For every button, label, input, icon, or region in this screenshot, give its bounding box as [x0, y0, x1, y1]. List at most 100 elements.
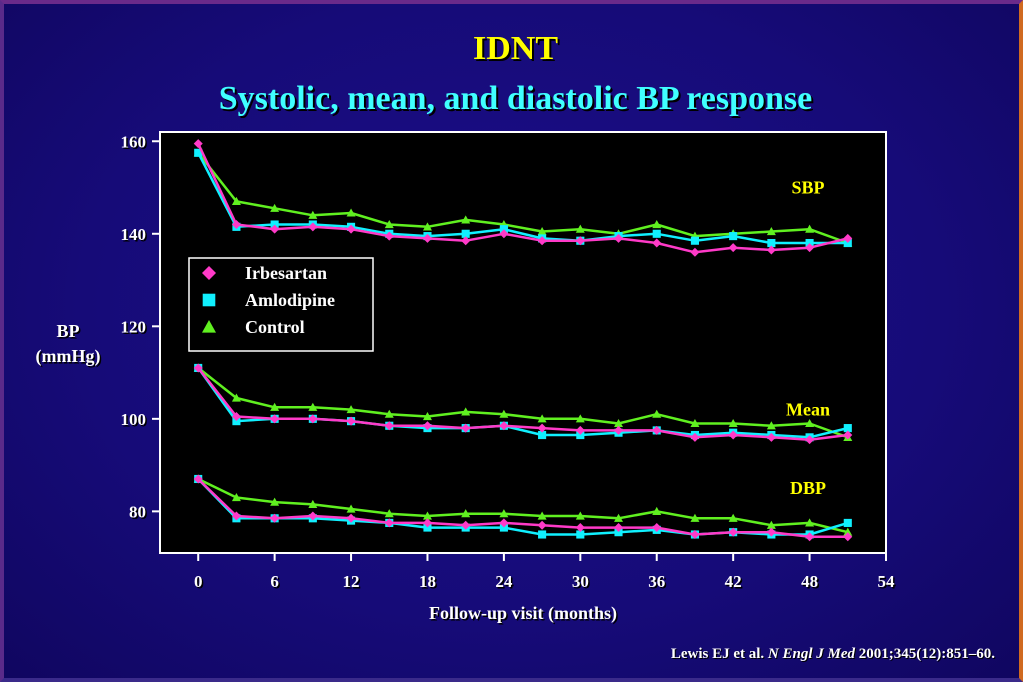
data-point-sbp-amlodipine: [652, 229, 661, 238]
y-tick-label-text: 140: [121, 225, 147, 244]
data-point-mean-control: [499, 409, 509, 418]
x-tick-label-shadow: 54: [879, 574, 897, 593]
citation-reference: 2001;345(12):851–60.: [858, 646, 995, 662]
data-point-dbp-irbesartan: [422, 518, 432, 528]
y-axis-title-line2-text: (mmHg): [36, 346, 101, 367]
x-tick-label-text: 0: [194, 572, 203, 591]
data-point-mean-irbesartan: [614, 425, 624, 435]
data-point-mean-irbesartan: [805, 435, 815, 445]
x-axis-title: Follow-up visit (months)Follow-up visit …: [429, 603, 619, 626]
data-point-dbp-irbesartan: [384, 518, 394, 528]
y-axis-title-line1-text: BP: [56, 321, 79, 341]
data-point-dbp-irbesartan: [270, 513, 280, 523]
data-point-dbp-irbesartan: [193, 474, 203, 484]
data-point-sbp-control: [461, 215, 471, 224]
x-tick-label-text: 30: [572, 572, 589, 591]
data-point-sbp-control: [537, 226, 547, 236]
legend-item-amlodipine: Amlodipine: [202, 290, 335, 310]
data-point-sbp-control: [270, 203, 280, 212]
data-point-mean-irbesartan: [422, 421, 432, 431]
data-point-dbp-control: [308, 499, 318, 509]
data-point-sbp-amlodipine: [270, 220, 279, 229]
y-tick-label-shadow: 140: [122, 226, 148, 245]
data-point-sbp-irbesartan: [193, 139, 203, 149]
data-point-dbp-control: [270, 497, 280, 506]
series-line-sbp-amlodipine: [197, 152, 848, 245]
data-point-dbp-irbesartan: [652, 523, 662, 533]
x-tick-label: 00: [194, 572, 204, 593]
legend: Irbesartan Amlodipine Control: [188, 257, 374, 352]
data-point-dbp-control: [805, 518, 815, 527]
data-point-sbp-irbesartan: [270, 224, 280, 234]
legend-item-irbesartan: Irbesartan: [202, 263, 327, 283]
data-point-mean-control: [461, 407, 471, 416]
data-point-mean-irbesartan: [270, 414, 280, 424]
legend-marker-control: [202, 320, 216, 333]
data-point-mean-control: [346, 405, 356, 414]
data-point-sbp-amlodipine: [499, 225, 508, 234]
x-tick-label-text: 48: [801, 572, 818, 591]
series-line-dbp-irbesartan: [197, 478, 848, 539]
y-tick-label-text: 120: [121, 317, 147, 336]
data-point-mean-control: [614, 418, 624, 428]
x-tick-label-shadow: 6: [272, 574, 281, 593]
legend-item-control: Control: [202, 317, 305, 337]
group-label-mean: Mean: [786, 400, 830, 420]
slide-subtitle: Systolic, mean, and diastolic BP respons…: [218, 80, 813, 117]
legend-box: [188, 257, 374, 352]
data-point-mean-irbesartan: [384, 421, 394, 431]
data-point-sbp-irbesartan: [728, 243, 738, 253]
data-point-sbp-amlodipine: [843, 238, 852, 248]
data-point-dbp-amlodipine: [576, 530, 585, 539]
x-axis-title-shadow: Follow-up visit (months): [430, 605, 618, 626]
data-point-mean-irbesartan: [537, 423, 547, 433]
data-point-mean-control: [690, 418, 700, 428]
x-tick-label-text: 42: [725, 572, 742, 591]
data-point-sbp-control: [308, 210, 318, 219]
x-tick-label-shadow: 42: [726, 574, 743, 593]
y-tick-label-shadow: 80: [131, 504, 148, 523]
data-point-mean-control: [766, 421, 776, 430]
data-point-dbp-control: [422, 511, 432, 520]
x-tick-label-shadow: 24: [497, 574, 515, 593]
data-point-mean-irbesartan: [231, 412, 241, 422]
y-tick-label-shadow: 120: [122, 319, 148, 338]
data-point-mean-control: [231, 393, 241, 402]
data-point-sbp-amlodipine: [767, 238, 776, 248]
data-point-dbp-control: [614, 513, 624, 522]
data-point-dbp-control: [690, 513, 700, 522]
data-point-dbp-irbesartan: [461, 520, 471, 530]
data-point-dbp-control: [728, 513, 738, 522]
data-point-dbp-amlodipine: [843, 518, 852, 527]
data-point-dbp-amlodipine: [614, 528, 623, 537]
data-point-dbp-amlodipine: [423, 523, 432, 532]
data-point-mean-irbesartan: [690, 432, 700, 442]
data-point-sbp-control: [231, 196, 241, 205]
data-point-sbp-irbesartan: [499, 229, 509, 239]
series-layer: [193, 139, 853, 542]
data-point-sbp-amlodipine: [461, 229, 470, 238]
data-point-mean-irbesartan: [843, 430, 853, 440]
data-point-dbp-control: [766, 520, 776, 529]
data-point-dbp-control: [652, 506, 662, 515]
data-point-dbp-irbesartan: [690, 529, 700, 539]
x-tick-label-text: 36: [648, 572, 665, 591]
data-point-sbp-irbesartan: [690, 247, 700, 257]
data-point-sbp-control: [422, 222, 432, 231]
series-dbp-irbesartan: [193, 474, 853, 542]
data-point-dbp-irbesartan: [537, 520, 547, 530]
legend-marker-irbesartan: [202, 266, 216, 280]
data-point-dbp-irbesartan: [728, 527, 738, 537]
x-tick-label-shadow: 48: [803, 574, 820, 593]
data-point-dbp-irbesartan: [575, 523, 585, 533]
data-point-sbp-control: [384, 220, 394, 229]
data-point-dbp-amlodipine: [538, 530, 547, 539]
data-point-mean-control: [652, 409, 662, 418]
data-point-dbp-irbesartan: [614, 523, 624, 533]
data-point-mean-irbesartan: [346, 416, 356, 426]
data-point-dbp-control: [843, 527, 853, 536]
y-axis-title-line2: (mmHg)(mmHg): [36, 346, 102, 369]
